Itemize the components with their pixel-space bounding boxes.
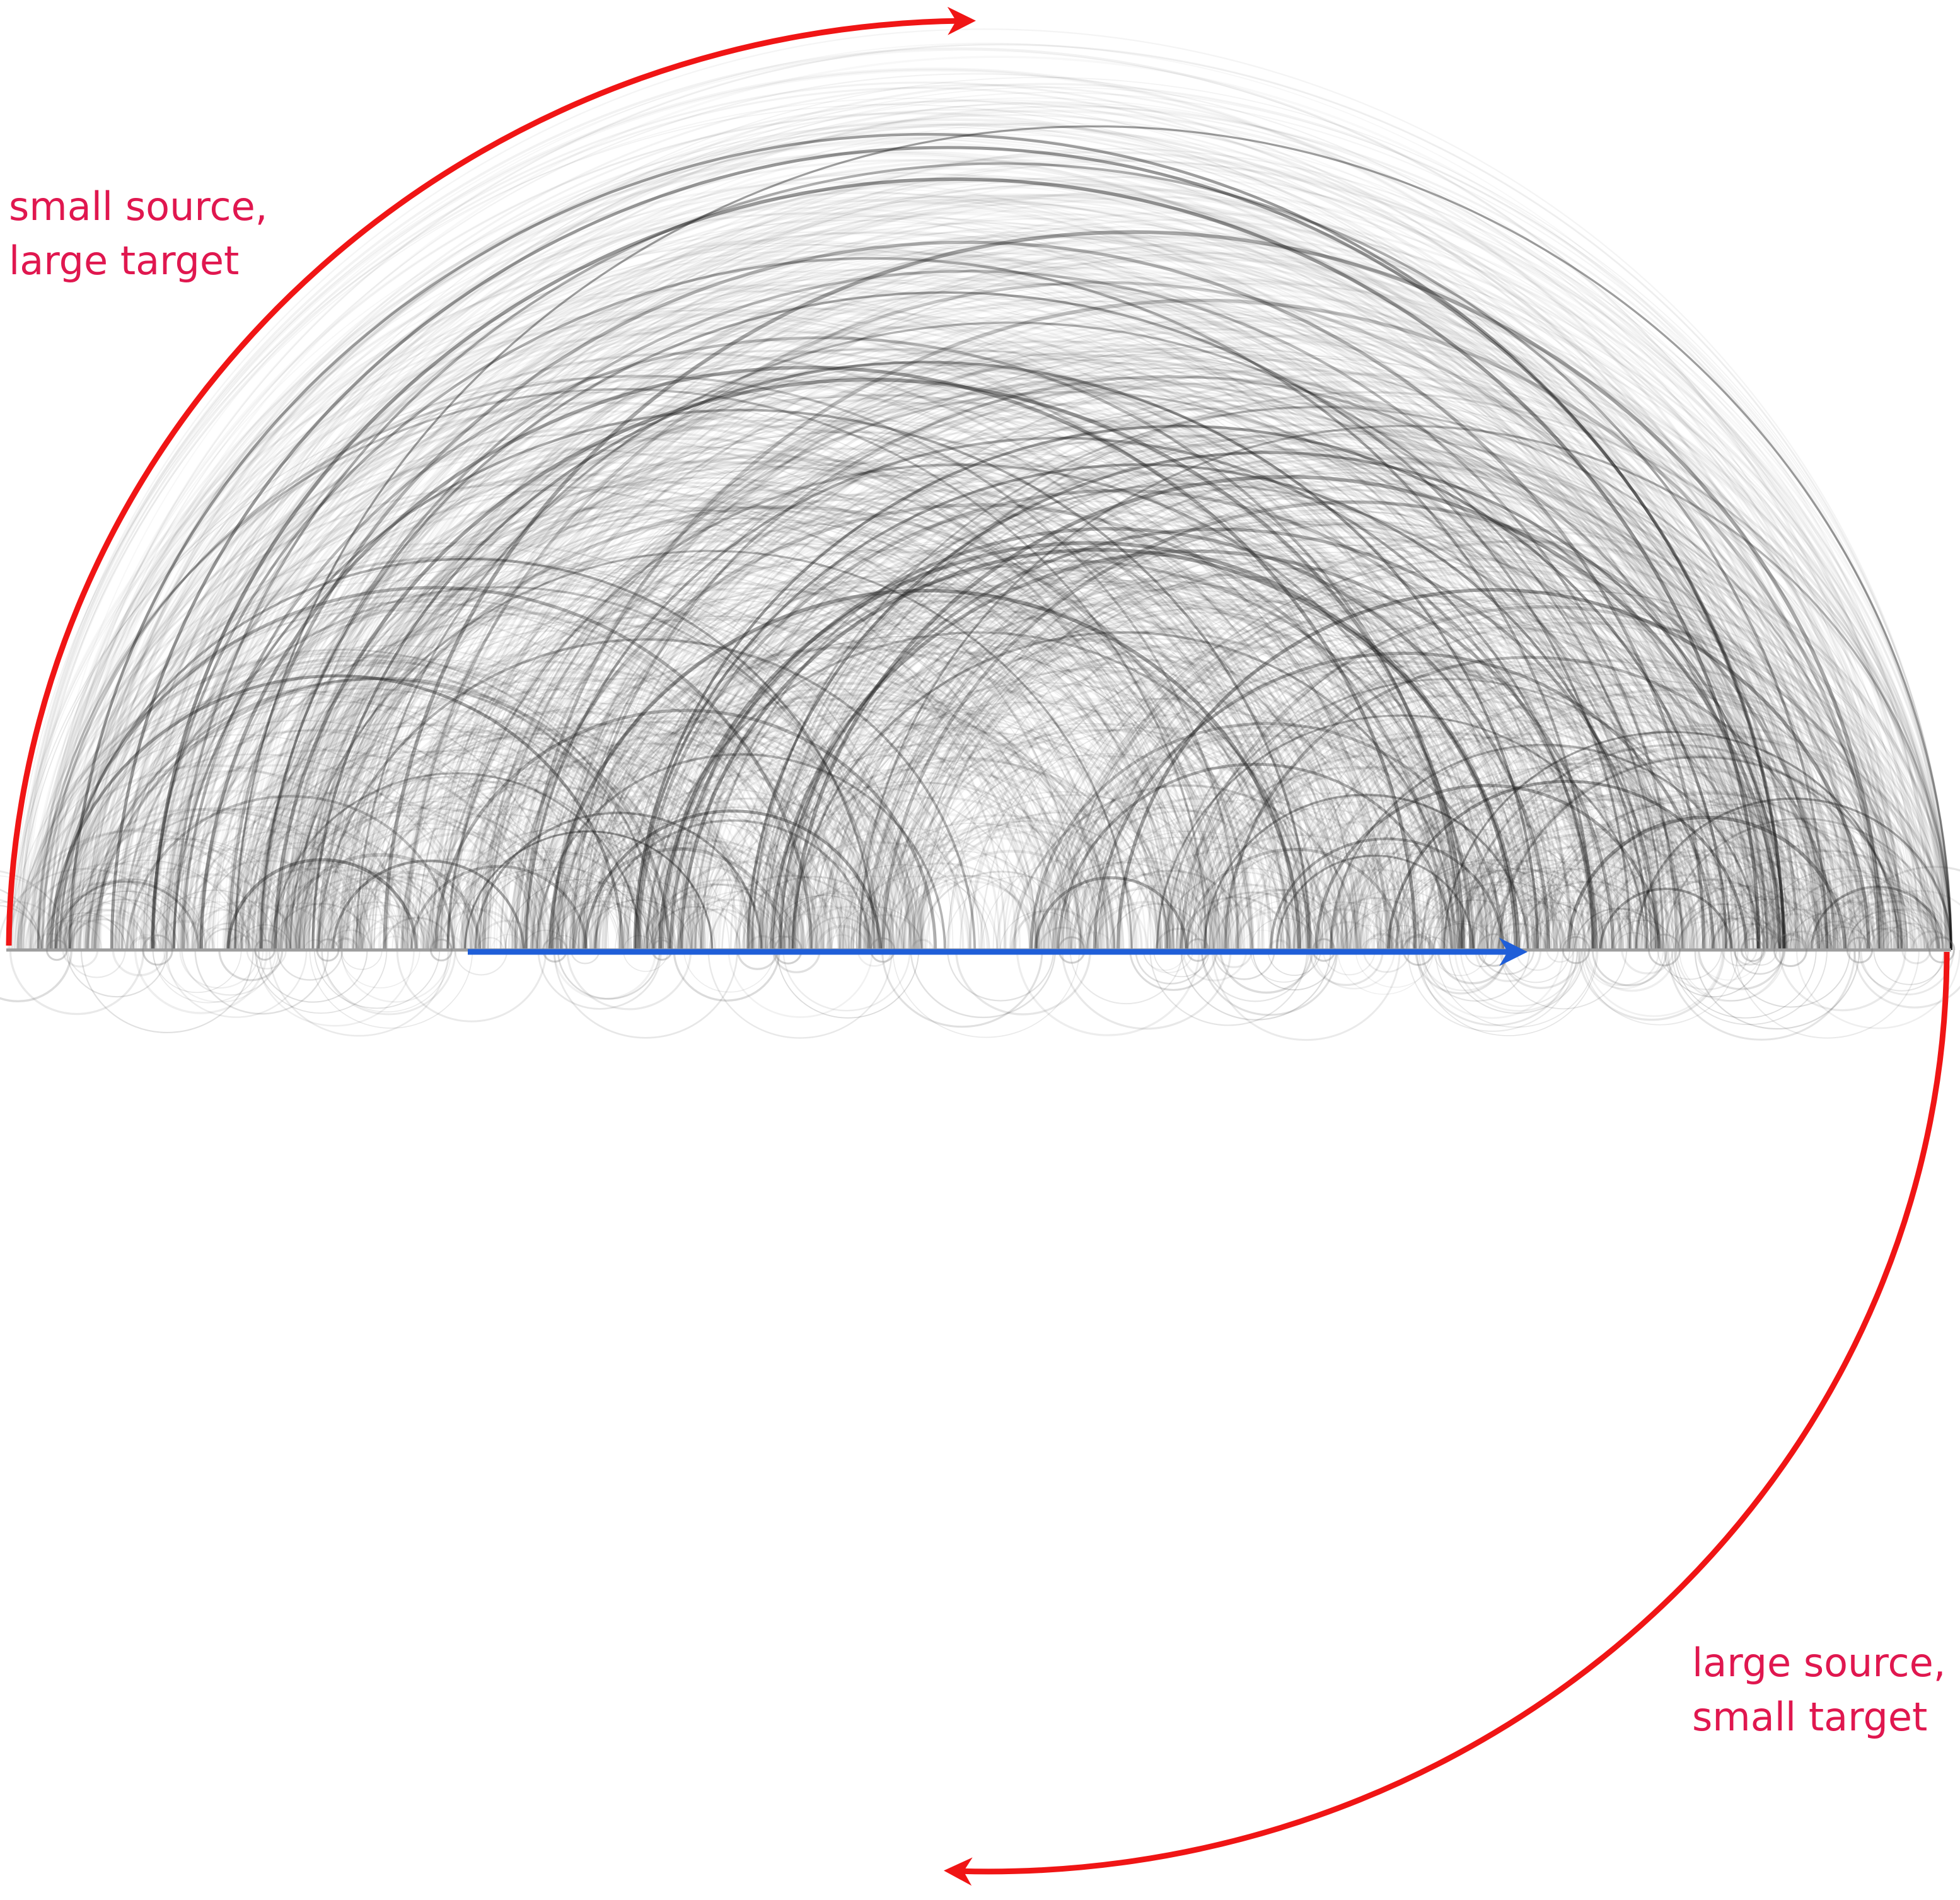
annotation-line: large source, (1692, 1636, 1946, 1690)
edge-arc (1017, 950, 1199, 1035)
edge-arc (1736, 950, 1919, 1038)
edge-arc (1136, 950, 1206, 983)
annotation-line: small target (1692, 1690, 1946, 1744)
edge-arc (777, 950, 919, 1018)
edge-arc (567, 950, 691, 1009)
edge-arcs (0, 29, 1960, 1040)
annotation-line: large target (9, 234, 267, 288)
edge-arc (1676, 950, 1783, 1001)
edge-arc (538, 950, 661, 1009)
annotation-large-source-small-target: large source, small target (1692, 1636, 1946, 1744)
edge-arc (342, 950, 382, 970)
annotation-small-source-large-target: small source, large target (9, 180, 267, 288)
edge-arc (1903, 950, 1930, 963)
edge-arc (554, 950, 656, 999)
edge-arc (1874, 950, 1946, 985)
edge-arc (1221, 950, 1313, 993)
annotation-line: small source, (9, 180, 267, 234)
edge-arc (729, 950, 873, 1017)
